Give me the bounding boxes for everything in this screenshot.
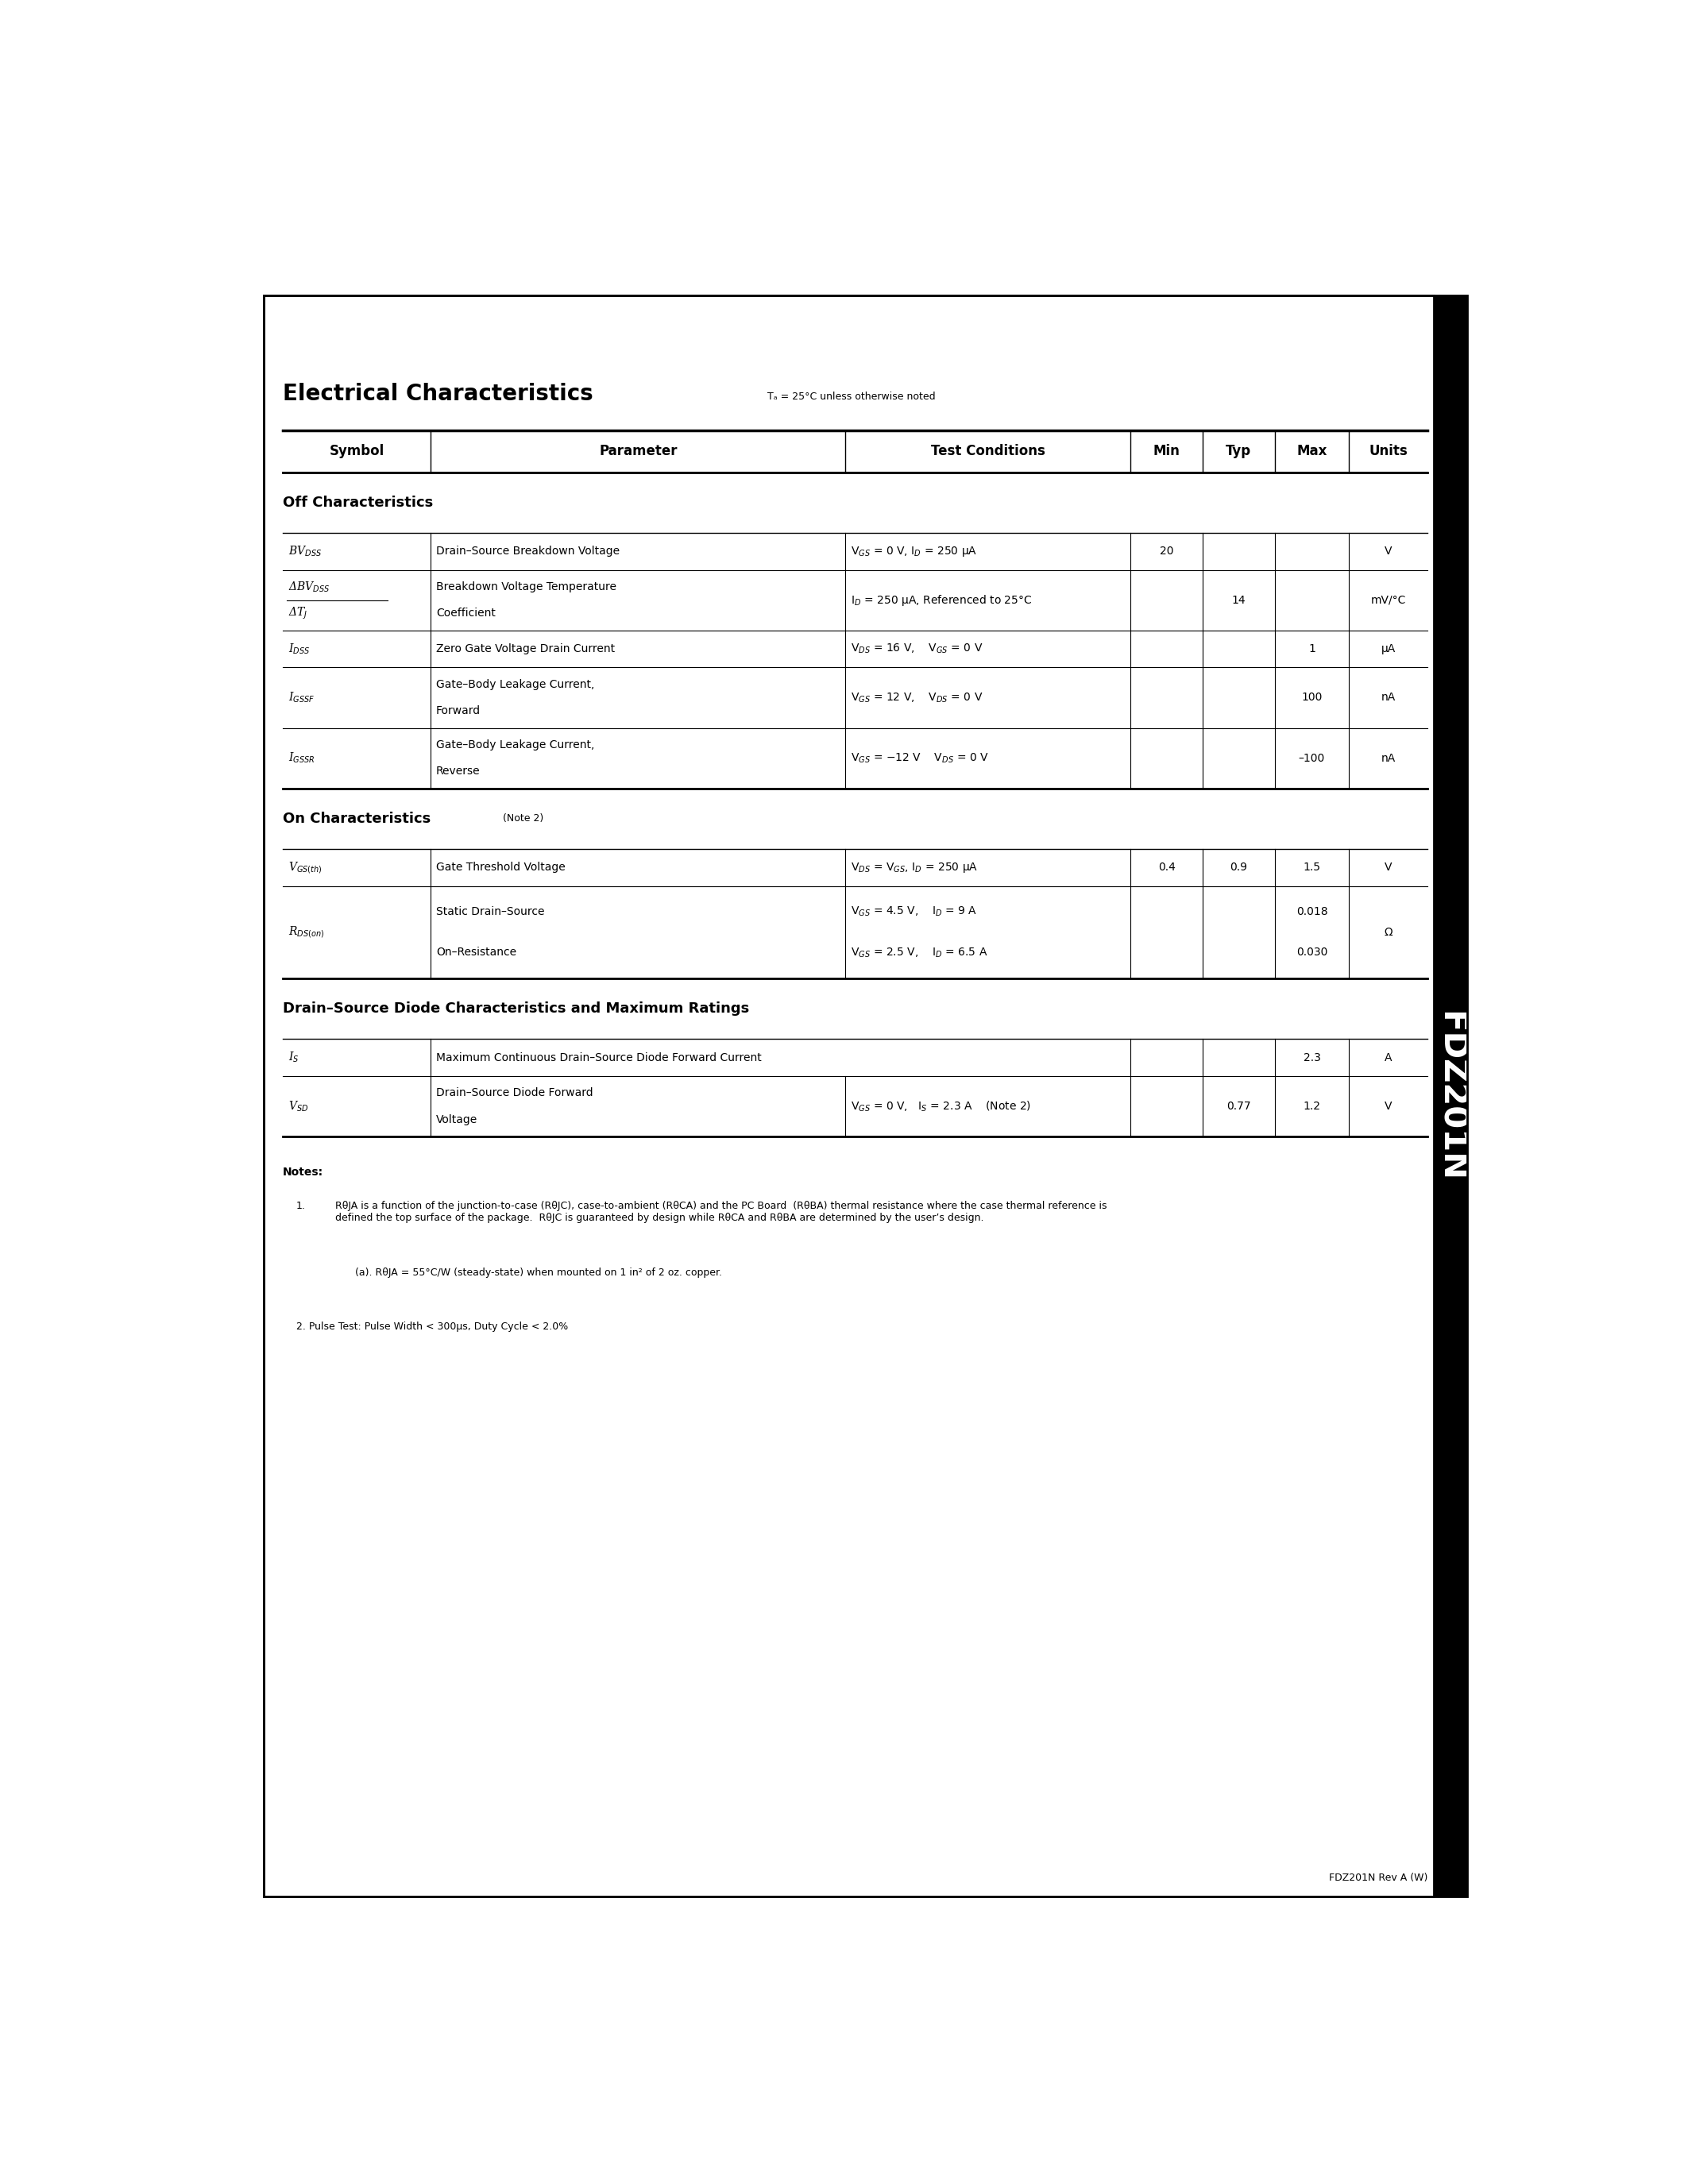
- Text: RθJA is a function of the junction-to-case (RθJC), case-to-ambient (RθCA) and th: RθJA is a function of the junction-to-ca…: [336, 1201, 1107, 1223]
- Text: ΔBV$_{DSS}$: ΔBV$_{DSS}$: [289, 581, 329, 594]
- Text: Off Characteristics: Off Characteristics: [284, 496, 434, 509]
- Text: Voltage: Voltage: [436, 1114, 478, 1125]
- Text: Symbol: Symbol: [329, 443, 385, 459]
- Text: Min: Min: [1153, 443, 1180, 459]
- Text: On–Resistance: On–Resistance: [436, 948, 517, 959]
- Text: 0.77: 0.77: [1227, 1101, 1251, 1112]
- Text: 1: 1: [1308, 644, 1315, 655]
- Text: I$_S$: I$_S$: [289, 1051, 299, 1064]
- Text: nA: nA: [1381, 753, 1396, 764]
- Text: Maximum Continuous Drain–Source Diode Forward Current: Maximum Continuous Drain–Source Diode Fo…: [436, 1053, 761, 1064]
- Text: Static Drain–Source: Static Drain–Source: [436, 906, 545, 917]
- Text: V$_{GS}$ = 2.5 V,    I$_D$ = 6.5 A: V$_{GS}$ = 2.5 V, I$_D$ = 6.5 A: [851, 946, 987, 959]
- Text: Notes:: Notes:: [284, 1166, 324, 1177]
- Text: Drain–Source Breakdown Voltage: Drain–Source Breakdown Voltage: [436, 546, 619, 557]
- Text: V$_{GS}$ = 12 V,    V$_{DS}$ = 0 V: V$_{GS}$ = 12 V, V$_{DS}$ = 0 V: [851, 690, 982, 703]
- Text: On Characteristics: On Characteristics: [284, 812, 430, 826]
- Text: Reverse: Reverse: [436, 767, 479, 778]
- Text: μA: μA: [1381, 644, 1396, 655]
- Text: 20: 20: [1160, 546, 1173, 557]
- Text: V$_{GS}$ = −12 V    V$_{DS}$ = 0 V: V$_{GS}$ = −12 V V$_{DS}$ = 0 V: [851, 751, 989, 764]
- Text: ΔT$_J$: ΔT$_J$: [289, 605, 307, 620]
- Text: Ω: Ω: [1384, 926, 1393, 937]
- Text: Breakdown Voltage Temperature: Breakdown Voltage Temperature: [436, 581, 616, 592]
- Text: mV/°C: mV/°C: [1371, 594, 1406, 605]
- Text: V$_{GS(th)}$: V$_{GS(th)}$: [289, 860, 322, 876]
- Text: I$_{GSSF}$: I$_{GSSF}$: [289, 690, 314, 705]
- Text: Gate–Body Leakage Current,: Gate–Body Leakage Current,: [436, 740, 594, 751]
- Text: Coefficient: Coefficient: [436, 607, 496, 618]
- Text: (Note 2): (Note 2): [503, 815, 544, 823]
- Text: nA: nA: [1381, 692, 1396, 703]
- Text: 14: 14: [1232, 594, 1246, 605]
- Text: Forward: Forward: [436, 705, 481, 716]
- Text: Drain–Source Diode Characteristics and Maximum Ratings: Drain–Source Diode Characteristics and M…: [284, 1002, 749, 1016]
- Text: V: V: [1384, 546, 1393, 557]
- Text: 2. Pulse Test: Pulse Width < 300μs, Duty Cycle < 2.0%: 2. Pulse Test: Pulse Width < 300μs, Duty…: [295, 1321, 567, 1332]
- Text: 0.4: 0.4: [1158, 863, 1175, 874]
- Bar: [1435, 295, 1467, 1896]
- Text: A: A: [1384, 1053, 1393, 1064]
- Text: Gate Threshold Voltage: Gate Threshold Voltage: [436, 863, 565, 874]
- Text: Max: Max: [1296, 443, 1327, 459]
- Text: V$_{GS}$ = 4.5 V,    I$_D$ = 9 A: V$_{GS}$ = 4.5 V, I$_D$ = 9 A: [851, 906, 977, 919]
- Text: V$_{GS}$ = 0 V, I$_D$ = 250 μA: V$_{GS}$ = 0 V, I$_D$ = 250 μA: [851, 544, 977, 559]
- Bar: [263, 295, 1435, 1896]
- Text: Parameter: Parameter: [599, 443, 677, 459]
- Text: Electrical Characteristics: Electrical Characteristics: [284, 382, 594, 406]
- Text: 2.3: 2.3: [1303, 1053, 1320, 1064]
- Text: Drain–Source Diode Forward: Drain–Source Diode Forward: [436, 1088, 592, 1099]
- Text: V$_{DS}$ = V$_{GS}$, I$_D$ = 250 μA: V$_{DS}$ = V$_{GS}$, I$_D$ = 250 μA: [851, 860, 977, 874]
- Text: V: V: [1384, 863, 1393, 874]
- Text: Gate–Body Leakage Current,: Gate–Body Leakage Current,: [436, 679, 594, 690]
- Text: Zero Gate Voltage Drain Current: Zero Gate Voltage Drain Current: [436, 644, 614, 655]
- Text: Tₐ = 25°C unless otherwise noted: Tₐ = 25°C unless otherwise noted: [766, 391, 935, 402]
- Text: V: V: [1384, 1101, 1393, 1112]
- Text: 1.2: 1.2: [1303, 1101, 1320, 1112]
- Text: 0.030: 0.030: [1296, 948, 1327, 959]
- Text: 0.018: 0.018: [1296, 906, 1327, 917]
- Text: FDZ201N Rev A (W): FDZ201N Rev A (W): [1328, 1874, 1428, 1883]
- Text: 0.9: 0.9: [1231, 863, 1247, 874]
- Text: V$_{SD}$: V$_{SD}$: [289, 1099, 309, 1114]
- Text: 1.5: 1.5: [1303, 863, 1320, 874]
- Text: 100: 100: [1301, 692, 1322, 703]
- Text: I$_{GSSR}$: I$_{GSSR}$: [289, 751, 316, 764]
- Text: R$_{DS(on)}$: R$_{DS(on)}$: [289, 924, 324, 939]
- Text: Typ: Typ: [1225, 443, 1251, 459]
- Text: V$_{DS}$ = 16 V,    V$_{GS}$ = 0 V: V$_{DS}$ = 16 V, V$_{GS}$ = 0 V: [851, 642, 982, 655]
- Text: –100: –100: [1298, 753, 1325, 764]
- Text: BV$_{DSS}$: BV$_{DSS}$: [289, 544, 322, 559]
- Text: (a). RθJA = 55°C/W (steady-state) when mounted on 1 in² of 2 oz. copper.: (a). RθJA = 55°C/W (steady-state) when m…: [354, 1267, 722, 1278]
- Text: 1.: 1.: [295, 1201, 306, 1210]
- Text: V$_{GS}$ = 0 V,   I$_S$ = 2.3 A    (Note 2): V$_{GS}$ = 0 V, I$_S$ = 2.3 A (Note 2): [851, 1099, 1031, 1114]
- Text: I$_{DSS}$: I$_{DSS}$: [289, 642, 311, 655]
- Text: Units: Units: [1369, 443, 1408, 459]
- Text: I$_D$ = 250 μA, Referenced to 25°C: I$_D$ = 250 μA, Referenced to 25°C: [851, 592, 1031, 607]
- Text: FDZ201N: FDZ201N: [1433, 1011, 1467, 1182]
- Text: Test Conditions: Test Conditions: [930, 443, 1045, 459]
